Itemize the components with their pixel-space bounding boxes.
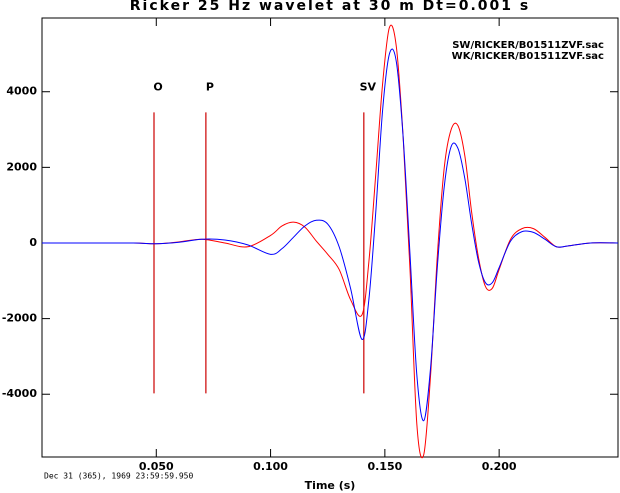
series-line [42,48,619,422]
x-axis-label: Time (s) [305,479,356,492]
y-tick-label: 2000 [6,160,37,173]
y-tick-label: 4000 [6,85,37,98]
chart-title: Ricker 25 Hz wavelet at 30 m Dt=0.001 s [130,0,530,14]
pick-label: SV [360,80,377,93]
plot-frame [41,17,619,458]
legend-entry: WK/RICKER/B01511ZVF.sac [452,51,604,62]
y-tick-label: 0 [29,236,37,249]
y-tick-label: -4000 [2,387,38,400]
y-tick-label: -2000 [2,312,38,325]
pick-label: P [206,80,214,93]
x-tick-label: 0.200 [482,460,517,473]
legend-entry: SW/RICKER/B01511ZVF.sac [452,40,604,51]
x-tick-label: 0.100 [253,460,288,473]
series-line [42,24,619,459]
pick-label: O [153,80,162,93]
x-tick-label: 0.150 [367,460,402,473]
x-tick-label: 0.050 [139,460,174,473]
footnote: Dec 31 (365), 1969 23:59:59.950 [44,472,193,481]
